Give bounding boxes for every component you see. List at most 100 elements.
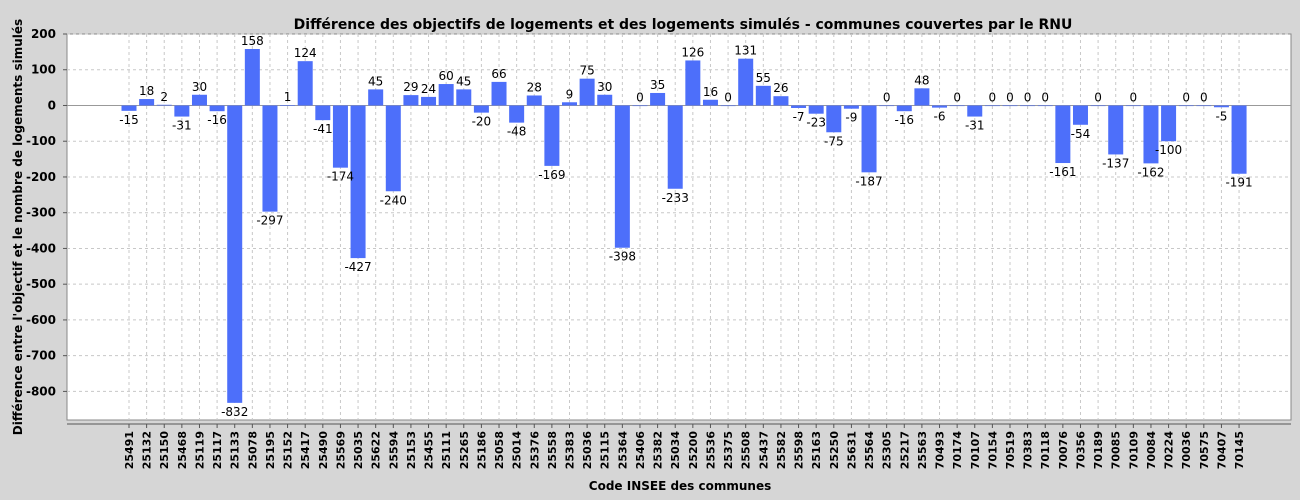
x-tick-label: 25406 xyxy=(634,431,647,470)
x-tick-label: 25036 xyxy=(581,431,594,470)
bar-70085 xyxy=(1108,105,1124,155)
bar-25491 xyxy=(121,105,137,111)
data-label: -9 xyxy=(845,111,857,125)
chart-title: Différence des objectifs de logements et… xyxy=(294,17,1073,33)
x-tick-label: 25250 xyxy=(828,431,841,470)
data-label: 158 xyxy=(241,34,264,48)
x-axis-label: Code INSEE des communes xyxy=(589,479,771,493)
data-label: 126 xyxy=(681,45,704,59)
x-tick-label: 70145 xyxy=(1233,431,1246,469)
data-labels: -15 18 2 -31 30 -16 -832 158 -297 1 124 -41 -174 -427… xyxy=(119,34,1252,419)
x-tick-label: 25490 xyxy=(317,431,330,470)
bar-25594 xyxy=(385,105,401,192)
x-tick-label: 25375 xyxy=(722,431,735,469)
data-label: -398 xyxy=(609,250,636,264)
data-label: 30 xyxy=(597,80,612,94)
x-tick-label: 70224 xyxy=(1163,431,1176,470)
data-label: 30 xyxy=(192,80,207,94)
x-tick-label: 25200 xyxy=(687,431,700,470)
data-label: -832 xyxy=(221,405,248,419)
data-label: -54 xyxy=(1071,127,1091,141)
data-label: 0 xyxy=(1006,90,1014,104)
y-tick-label: -800 xyxy=(26,384,56,398)
data-label: -31 xyxy=(172,119,192,133)
y-tick-label: -100 xyxy=(26,134,56,148)
data-label: -191 xyxy=(1225,176,1252,190)
x-tick-label: 25119 xyxy=(193,431,206,469)
x-tick-label: 25305 xyxy=(881,431,894,469)
data-label: -169 xyxy=(538,168,565,182)
y-tick-label: 100 xyxy=(31,63,56,77)
data-label: 75 xyxy=(579,64,594,78)
bar-70407 xyxy=(1213,105,1229,108)
x-tick-label: 25152 xyxy=(282,431,295,469)
x-tick-label: 25117 xyxy=(211,431,224,469)
bar-25490 xyxy=(315,105,331,121)
bar-70519 xyxy=(1002,105,1018,107)
bar-70493 xyxy=(932,105,948,108)
bar-25598 xyxy=(791,105,807,108)
x-tick-label: 25132 xyxy=(141,431,154,469)
y-tick-label: -600 xyxy=(26,313,56,327)
data-label: -5 xyxy=(1215,109,1227,123)
bar-25563 xyxy=(914,88,930,106)
bar-25217 xyxy=(896,105,912,112)
bar-70118 xyxy=(1037,105,1053,107)
x-tick-label: 70154 xyxy=(986,431,999,470)
y-tick-label: -200 xyxy=(26,170,56,184)
data-label: 66 xyxy=(491,67,506,81)
data-label: -20 xyxy=(472,115,492,129)
bar-25250 xyxy=(826,105,842,133)
data-label: 24 xyxy=(421,82,436,96)
bar-25382 xyxy=(650,92,666,106)
bar-25364 xyxy=(614,105,630,248)
data-label: 0 xyxy=(1094,90,1102,104)
data-label: -100 xyxy=(1155,143,1182,157)
x-tick-label: 25058 xyxy=(493,431,506,469)
data-label: -297 xyxy=(256,214,283,228)
data-label: 26 xyxy=(773,81,788,95)
x-tick-label: 25622 xyxy=(370,431,383,469)
bar-25569 xyxy=(332,105,348,168)
data-label: 29 xyxy=(403,80,418,94)
x-tick-label: 70084 xyxy=(1145,431,1158,470)
data-label: 35 xyxy=(650,78,665,92)
data-label: 45 xyxy=(368,74,383,88)
bar-25111 xyxy=(438,84,454,106)
data-label: -7 xyxy=(793,110,805,124)
bar-70356 xyxy=(1072,105,1088,125)
x-tick-label: 25594 xyxy=(387,431,400,470)
x-tick-label: 25150 xyxy=(158,431,171,470)
data-label: -15 xyxy=(119,113,139,127)
data-label: 124 xyxy=(294,46,317,60)
data-label: -427 xyxy=(344,260,371,274)
data-label: -137 xyxy=(1102,156,1129,170)
x-tick-label: 25508 xyxy=(740,431,753,469)
data-label: -161 xyxy=(1049,165,1076,179)
x-tick-label: 25163 xyxy=(810,431,823,469)
x-tick-label: 70407 xyxy=(1215,431,1228,469)
data-label: 60 xyxy=(439,69,454,83)
y-tick-label: 200 xyxy=(31,27,56,41)
data-label: 2 xyxy=(160,90,168,104)
bar-25150 xyxy=(156,104,172,106)
bar-25152 xyxy=(280,105,296,106)
data-label: -233 xyxy=(662,191,689,205)
bar-70224 xyxy=(1161,105,1177,142)
x-tick-label: 25265 xyxy=(458,431,471,469)
x-tick-label: 25014 xyxy=(511,431,524,470)
data-label: 28 xyxy=(527,80,542,94)
bar-25468 xyxy=(174,105,190,117)
bar-25119 xyxy=(191,94,207,106)
bar-25375 xyxy=(720,105,736,107)
bar-25564 xyxy=(861,105,877,173)
x-tick-label: 25364 xyxy=(616,431,629,470)
data-label: 0 xyxy=(724,90,732,104)
x-tick-label: 25078 xyxy=(246,431,259,469)
x-tick-label: 25558 xyxy=(546,431,559,469)
bar-25622 xyxy=(368,89,384,106)
data-label: -41 xyxy=(313,122,333,136)
x-tick-label: 25569 xyxy=(334,431,347,469)
x-tick-label: 70085 xyxy=(1110,431,1123,469)
